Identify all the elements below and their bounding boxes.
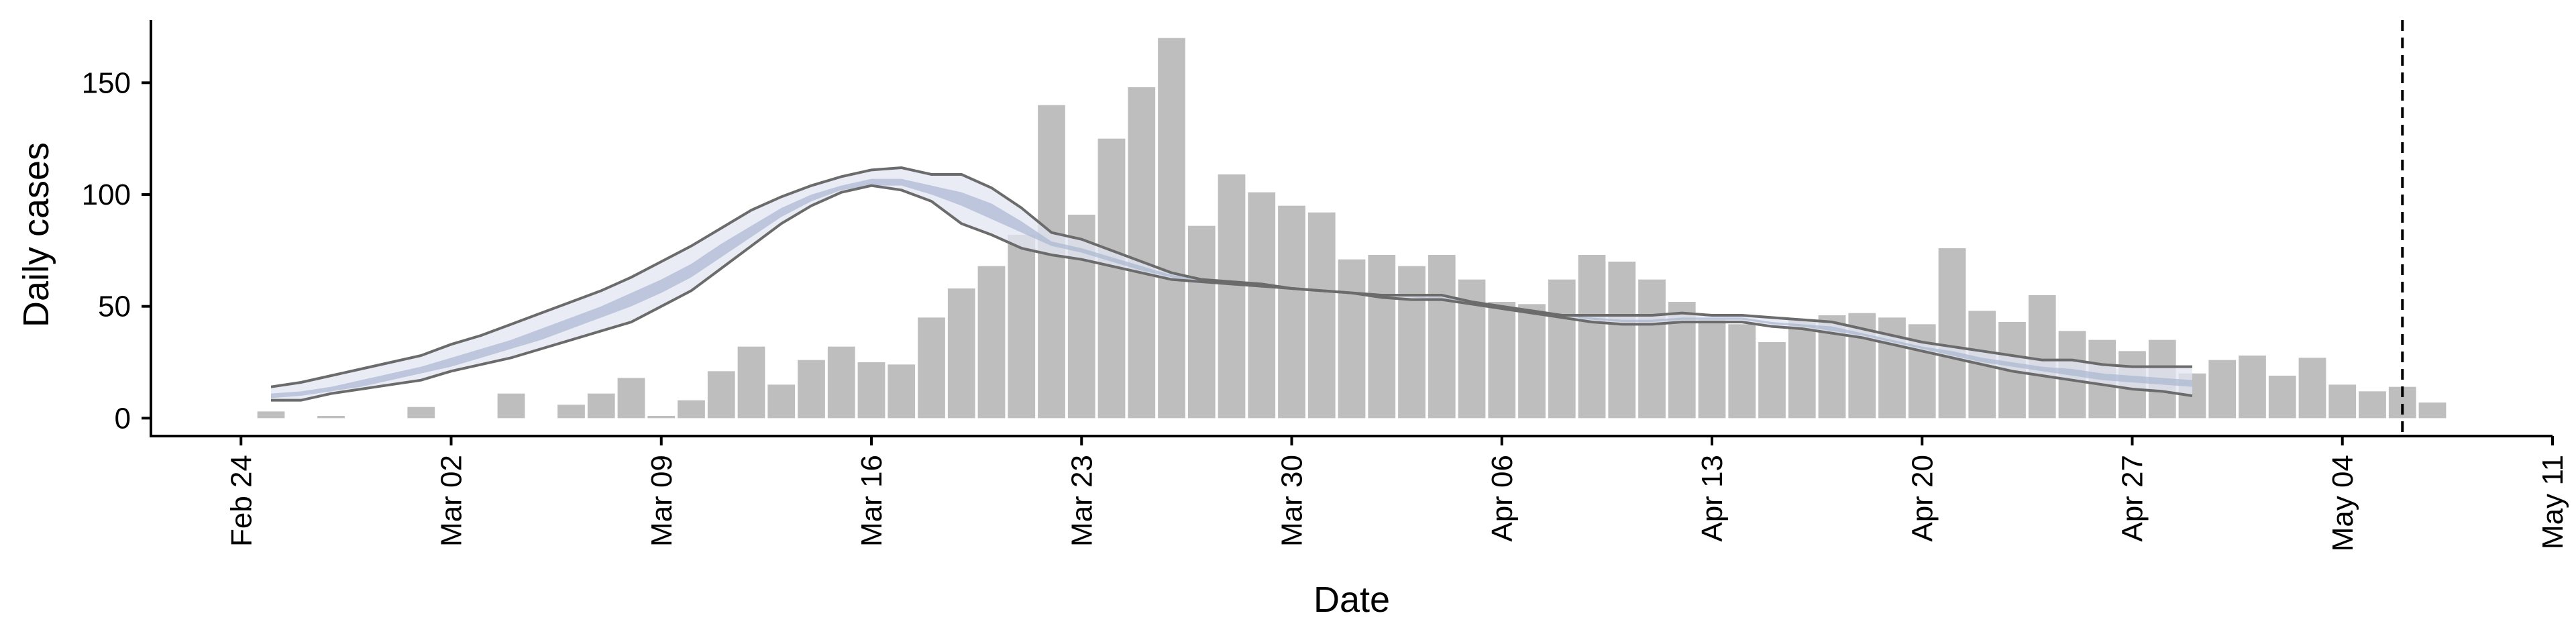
- bar: [2028, 295, 2056, 419]
- inner-band: [271, 178, 2192, 398]
- x-tick-label: Mar 30: [1276, 455, 1309, 547]
- bar: [857, 362, 885, 419]
- x-tick-label: Apr 06: [1486, 455, 1519, 542]
- bar-series: [257, 38, 2447, 419]
- bar: [2208, 360, 2237, 419]
- bar: [2328, 384, 2357, 419]
- bar: [617, 378, 645, 419]
- bar: [1278, 205, 1305, 419]
- bar: [947, 288, 975, 419]
- x-axis-ticks: Feb 24 Mar 02 Mar 09 Mar 16 Mar 23 Mar 30 Apr …: [225, 436, 2569, 551]
- y-tick-label: 150: [82, 66, 131, 99]
- bar: [1368, 255, 1396, 419]
- bar: [647, 416, 676, 419]
- bar: [1638, 279, 1666, 419]
- bar: [707, 371, 735, 419]
- bar: [587, 393, 615, 419]
- bar: [1548, 279, 1576, 419]
- bar: [1788, 319, 1816, 419]
- bar: [918, 317, 945, 419]
- x-tick-label: Mar 23: [1065, 455, 1098, 547]
- bar: [2359, 391, 2386, 419]
- x-tick-label: Apr 13: [1696, 455, 1729, 542]
- bar: [1338, 259, 1366, 419]
- band-lower-line: [271, 184, 2193, 402]
- bar: [1008, 235, 1036, 419]
- bar: [1307, 212, 1336, 419]
- y-axis-title: Daily cases: [16, 142, 56, 327]
- y-axis-ticks: 0 50 100 150: [82, 66, 151, 435]
- bar: [257, 411, 285, 419]
- bar: [1218, 174, 1246, 419]
- bar: [737, 346, 765, 419]
- bar: [678, 400, 705, 419]
- x-tick-label: Mar 16: [855, 455, 888, 547]
- x-tick-label: May 04: [2326, 455, 2359, 551]
- bar: [497, 393, 525, 419]
- axes: [150, 20, 2553, 437]
- band-upper-line: [270, 166, 2192, 388]
- bar: [317, 416, 345, 419]
- y-tick-label: 50: [98, 290, 131, 323]
- x-tick-label: Mar 02: [435, 455, 468, 547]
- x-tick-label: Mar 09: [645, 455, 678, 547]
- bar: [1128, 87, 1156, 419]
- y-tick-label: 0: [115, 402, 131, 435]
- bar: [1097, 138, 1126, 419]
- model-band: [270, 166, 2193, 402]
- bar: [2268, 376, 2296, 419]
- bar: [2418, 402, 2447, 419]
- bar: [1698, 319, 1726, 419]
- bar: [977, 266, 1006, 419]
- bar: [407, 407, 435, 419]
- bar: [1728, 324, 1756, 419]
- bar: [1187, 225, 1216, 419]
- x-tick-label: May 11: [2536, 455, 2569, 549]
- bar: [1038, 105, 1065, 419]
- bar: [1398, 266, 1426, 419]
- bar: [557, 405, 585, 419]
- x-tick-label: Apr 20: [1906, 455, 1939, 542]
- bar: [888, 364, 916, 419]
- bar: [1908, 324, 1936, 419]
- bar: [1518, 304, 1546, 419]
- bar: [1428, 255, 1456, 419]
- bar: [798, 360, 825, 419]
- bar: [1938, 248, 1966, 419]
- bar: [767, 384, 796, 419]
- x-axis-title: Date: [1313, 580, 1390, 620]
- bar: [1248, 192, 1276, 419]
- bar: [1608, 262, 1636, 419]
- bar: [827, 346, 855, 419]
- bar: [2298, 358, 2326, 419]
- bar: [2239, 356, 2266, 419]
- x-tick-label: Feb 24: [225, 455, 258, 547]
- bar: [1578, 255, 1606, 419]
- bar: [1758, 342, 1786, 419]
- bar: [1158, 38, 1185, 419]
- bar: [1488, 302, 1516, 419]
- y-tick-label: 100: [82, 178, 131, 211]
- x-tick-label: Apr 27: [2116, 455, 2149, 542]
